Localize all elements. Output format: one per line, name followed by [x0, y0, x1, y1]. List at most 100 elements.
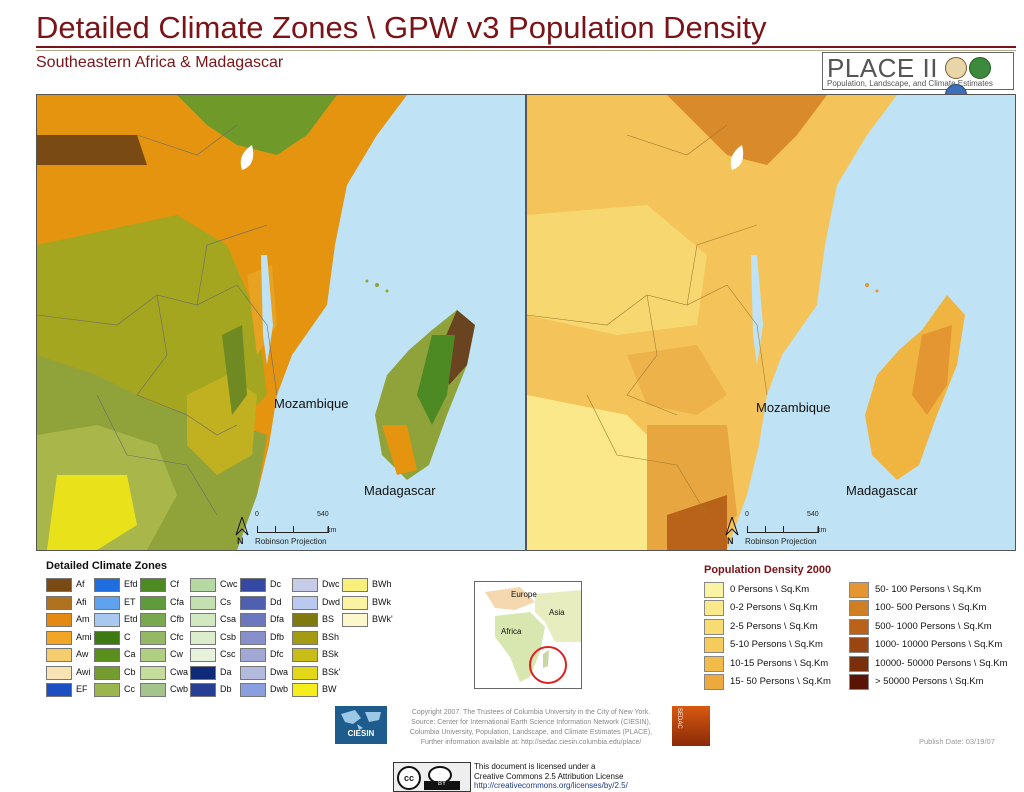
projection-label: Robinson Projection — [255, 537, 327, 546]
legend-swatch — [292, 648, 318, 662]
legend-label: Cfa — [170, 596, 185, 607]
legend-label: Dfc — [270, 649, 284, 659]
license-line-1: This document is licensed under a — [474, 762, 596, 771]
legend-swatch — [46, 613, 72, 627]
logo-icons — [945, 57, 1013, 111]
legend-label: Efd — [124, 579, 138, 589]
legend-label: Af — [76, 579, 85, 589]
legend-label: BS — [322, 614, 335, 624]
license-link[interactable]: http://creativecommons.org/licenses/by/2… — [474, 781, 628, 790]
legend-swatch — [190, 665, 216, 680]
legend-label: Etd — [124, 614, 138, 624]
legend-swatch — [704, 618, 724, 635]
legend-label: EF — [76, 684, 88, 694]
legend-label: BWk — [372, 596, 391, 607]
legend-label: Cwa — [170, 666, 189, 677]
page-title: Detailed Climate Zones \ GPW v3 Populati… — [36, 10, 767, 45]
scale-zero: 0 — [255, 511, 259, 518]
legend-swatch — [240, 595, 266, 610]
license-line-2: Creative Commons 2.5 Attribution License — [474, 771, 624, 781]
legend-label: Dwd — [322, 596, 341, 607]
legend-label: BSh — [322, 631, 340, 642]
legend-swatch — [704, 674, 724, 690]
legend-swatch — [140, 613, 166, 627]
license-notice: This document is licensed under a Creati… — [474, 762, 628, 791]
legend-label: 50- 100 Persons \ Sq.Km — [875, 584, 982, 595]
climate-zones-map[interactable]: Mozambique Madagascar N 0 540 km Robinso… — [36, 94, 526, 551]
legend-swatch — [46, 578, 72, 592]
legend-swatch — [342, 595, 368, 610]
legend-swatch — [240, 648, 266, 662]
legend-label: BWk' — [372, 614, 393, 624]
legend-label: Dd — [270, 596, 282, 607]
legend-swatch — [94, 595, 120, 610]
north-label: N — [727, 536, 734, 546]
legend-swatch — [46, 630, 72, 645]
climate-map-graphic — [37, 95, 525, 550]
legend-label: Dwa — [270, 666, 289, 677]
page-subtitle: Southeastern Africa & Madagascar — [36, 54, 284, 71]
legend-label: Cfb — [170, 614, 185, 624]
north-arrow-icon — [235, 517, 249, 536]
projection-label: Robinson Projection — [745, 537, 817, 546]
legend-swatch — [292, 595, 318, 610]
legend-label: BSk' — [322, 666, 341, 677]
population-density-map[interactable]: Mozambique Madagascar N 0 540 km Robinso… — [526, 94, 1016, 551]
legend-label: Dfb — [270, 631, 285, 642]
globe-map-icon — [341, 710, 381, 730]
population-map-graphic — [527, 95, 1015, 550]
legend-swatch — [292, 630, 318, 645]
legend-swatch — [190, 595, 216, 610]
legend-label: 15- 50 Persons \ Sq.Km — [730, 676, 831, 687]
legend-label: 0-2 Persons \ Sq.Km — [730, 602, 818, 614]
copyright-line: Further information available at: http:/… — [420, 739, 642, 746]
legend-label: Dc — [270, 579, 281, 589]
copyright-line: Source: Center for International Earth S… — [411, 719, 651, 726]
legend-swatch — [94, 683, 120, 697]
legend-swatch — [140, 683, 166, 697]
legend-label: Cwc — [220, 579, 238, 589]
legend-swatch — [140, 630, 166, 645]
logo-tagline: Population, Landscape, and Climate Estim… — [827, 79, 993, 88]
legend-swatch — [292, 578, 318, 592]
legend-label: Aw — [76, 649, 89, 659]
legend-label: Ca — [124, 649, 136, 659]
legend-swatch — [190, 578, 216, 592]
legend-swatch — [46, 595, 72, 610]
legend-label: Ami — [76, 631, 92, 642]
inset-label-africa: Africa — [501, 627, 522, 636]
legend-label: Dwb — [270, 684, 289, 694]
legend-label: 5-10 Persons \ Sq.Km — [730, 639, 823, 651]
legend-label: 500- 1000 Persons \ Sq.Km — [875, 620, 992, 632]
legend-swatch — [94, 665, 120, 680]
legend-swatch — [94, 630, 120, 645]
sedac-wordmark: SEDAC — [676, 708, 682, 729]
copyright-line: Copyright 2007. The Trustees of Columbia… — [411, 709, 651, 716]
legend-swatch — [94, 648, 120, 662]
scale-bar: 0 540 km Robinson Projection — [731, 511, 851, 546]
legend-label: Dfa — [270, 614, 285, 624]
legend-label: Awi — [76, 666, 91, 677]
legend-label: Cw — [170, 649, 183, 659]
legend-label: > 50000 Persons \ Sq.Km — [875, 676, 984, 687]
legend-label: Cs — [220, 596, 231, 607]
legend-swatch — [240, 665, 266, 680]
legend-swatch — [342, 578, 368, 592]
creative-commons-badge[interactable]: cc BY — [393, 762, 471, 792]
map-label-mozambique: Mozambique — [756, 400, 831, 415]
scale-bar: 0 540 km Robinson Projection — [241, 511, 361, 546]
legend-swatch — [849, 600, 869, 617]
legend-label: Csa — [220, 614, 237, 624]
legend-label: 100- 500 Persons \ Sq.Km — [875, 602, 987, 614]
legend-swatch — [292, 665, 318, 680]
legend-swatch — [46, 648, 72, 662]
scale-line — [747, 526, 819, 533]
legend-label: Afi — [76, 596, 87, 607]
legend-label: 0 Persons \ Sq.Km — [730, 584, 810, 595]
map-label-madagascar: Madagascar — [364, 483, 436, 498]
scale-unit: km — [817, 527, 827, 534]
scale-max: 540 — [317, 511, 329, 518]
scale-line — [257, 526, 329, 533]
inset-label-asia: Asia — [549, 608, 565, 617]
legend-swatch — [342, 613, 368, 627]
